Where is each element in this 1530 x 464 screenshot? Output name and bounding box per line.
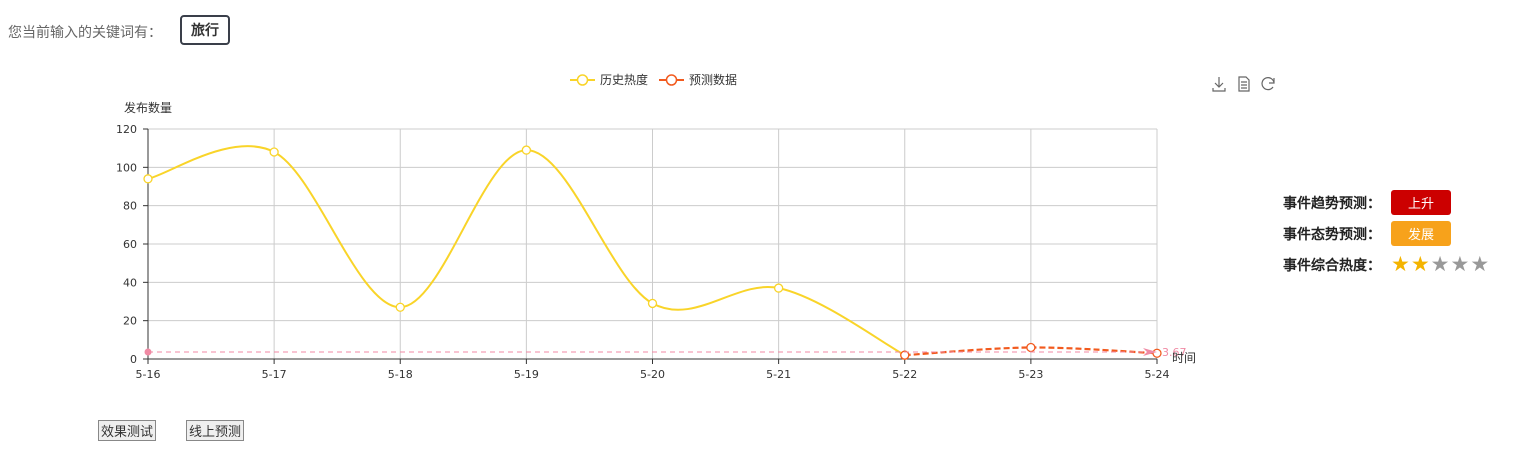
data-point[interactable]	[143, 174, 153, 184]
chart-grid	[148, 128, 1158, 360]
data-view-icon[interactable]	[1238, 76, 1250, 92]
data-point[interactable]	[647, 298, 658, 309]
chart-series	[143, 145, 1162, 360]
x-tick-label: 5-16	[136, 368, 161, 381]
star-empty-icon: ★	[1450, 252, 1470, 276]
x-tick-label: 5-23	[1018, 368, 1043, 381]
trend-prediction-label: 事件趋势预测：	[1283, 195, 1381, 212]
download-icon[interactable]	[1212, 77, 1226, 92]
keyword-tag[interactable]: 旅行	[180, 15, 230, 45]
x-tick-label: 5-20	[640, 368, 665, 381]
state-prediction-label: 事件态势预测：	[1283, 226, 1381, 243]
legend-item[interactable]: 历史热度	[570, 72, 648, 87]
x-axis-title: 时间	[1172, 351, 1196, 365]
y-tick-label: 40	[123, 276, 137, 289]
star-empty-icon: ★	[1470, 252, 1490, 276]
y-tick-label: 0	[130, 353, 137, 366]
heat-line-chart: 0 20 40 60 80 100 120 5-16 5-17 5-18 5-19 5-20 5-21 5…	[116, 72, 1275, 381]
mark-line-arrow	[1143, 347, 1157, 356]
chart-mark-line: 3.67	[144, 346, 1187, 359]
x-tick-label: 5-19	[514, 368, 539, 381]
y-tick-label: 120	[116, 123, 137, 136]
data-point[interactable]	[521, 145, 532, 155]
trend-prediction-row: 事件趋势预测： 上升	[1283, 187, 1489, 218]
prediction-panel: 事件趋势预测： 上升 事件态势预测： 发展 事件综合热度： ★ ★ ★ ★ ★	[1283, 187, 1489, 280]
star-filled-icon: ★	[1391, 252, 1410, 276]
y-tick-label: 60	[123, 238, 137, 251]
mark-line-label: 3.67	[1162, 346, 1187, 359]
data-point[interactable]	[1026, 342, 1036, 353]
heat-rating-label: 事件综合热度：	[1283, 257, 1381, 274]
chart-legend: 历史热度 预测数据	[570, 72, 737, 87]
state-prediction-badge: 发展	[1391, 221, 1451, 246]
star-filled-icon: ★	[1410, 252, 1430, 276]
y-tick-label: 80	[123, 200, 137, 213]
online-predict-button[interactable]: 线上预测	[186, 420, 245, 441]
y-axis-title: 发布数量	[124, 100, 172, 115]
data-point[interactable]	[773, 283, 784, 293]
x-tick-label: 5-18	[388, 368, 413, 381]
data-point[interactable]	[1152, 348, 1162, 358]
trend-prediction-badge: 上升	[1391, 190, 1451, 215]
y-tick-label: 100	[116, 161, 137, 174]
legend-label: 历史热度	[600, 72, 648, 87]
heat-rating-stars: ★ ★ ★ ★ ★	[1391, 254, 1489, 275]
data-point[interactable]	[395, 302, 405, 312]
refresh-icon[interactable]	[1261, 77, 1275, 91]
star-empty-icon: ★	[1430, 252, 1450, 276]
effect-test-button[interactable]: 效果测试	[98, 420, 157, 441]
legend-item[interactable]: 预测数据	[659, 72, 737, 87]
keyword-label: 您当前输入的关键词有：	[8, 25, 162, 41]
x-tick-label: 5-21	[766, 368, 791, 381]
state-prediction-row: 事件态势预测： 发展	[1283, 218, 1489, 249]
x-tick-label: 5-22	[892, 368, 917, 381]
legend-label: 预测数据	[689, 72, 737, 87]
heat-rating-row: 事件综合热度： ★ ★ ★ ★ ★	[1283, 249, 1489, 280]
chart-axes: 0 20 40 60 80 100 120 5-16 5-17 5-18 5-19 5-20 5-21 5…	[116, 123, 1169, 381]
data-point[interactable]	[269, 147, 279, 157]
x-tick-label: 5-17	[262, 368, 287, 381]
y-tick-label: 20	[123, 315, 137, 328]
x-tick-label: 5-24	[1145, 368, 1170, 381]
data-point[interactable]	[900, 350, 910, 360]
